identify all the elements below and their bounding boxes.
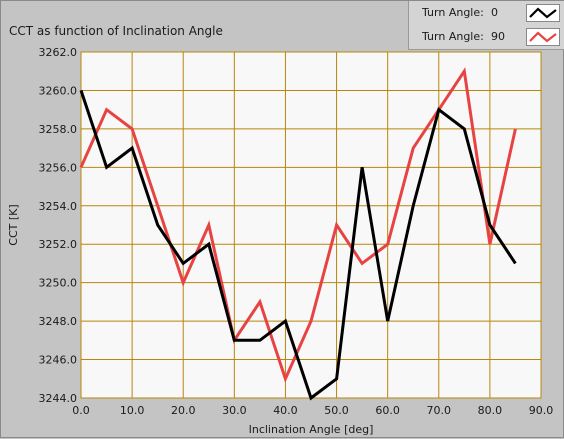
x-tick-label: 10.0	[120, 404, 145, 417]
y-tick-label: 3254.0	[39, 200, 78, 213]
y-axis-title: CCT [K]	[7, 204, 20, 245]
x-axis-title: Inclination Angle [deg]	[249, 423, 374, 436]
y-tick-label: 3244.0	[39, 392, 78, 405]
y-tick-label: 3260.0	[39, 84, 78, 97]
x-tick-label: 40.0	[273, 404, 298, 417]
x-tick-label: 70.0	[427, 404, 452, 417]
x-tick-label: 20.0	[171, 404, 196, 417]
x-tick-label: 0.0	[72, 404, 90, 417]
x-tick-label: 80.0	[478, 404, 503, 417]
y-tick-label: 3252.0	[39, 238, 78, 251]
plot-area	[81, 52, 541, 398]
x-tick-label: 60.0	[375, 404, 400, 417]
y-tick-label: 3256.0	[39, 161, 78, 174]
y-tick-label: 3246.0	[39, 354, 78, 367]
y-tick-label: 3250.0	[39, 277, 78, 290]
y-tick-label: 3258.0	[39, 123, 78, 136]
x-tick-label: 50.0	[324, 404, 349, 417]
x-tick-label: 90.0	[529, 404, 554, 417]
y-tick-label: 3262.0	[39, 46, 78, 59]
y-tick-label: 3248.0	[39, 315, 78, 328]
x-tick-label: 30.0	[222, 404, 247, 417]
